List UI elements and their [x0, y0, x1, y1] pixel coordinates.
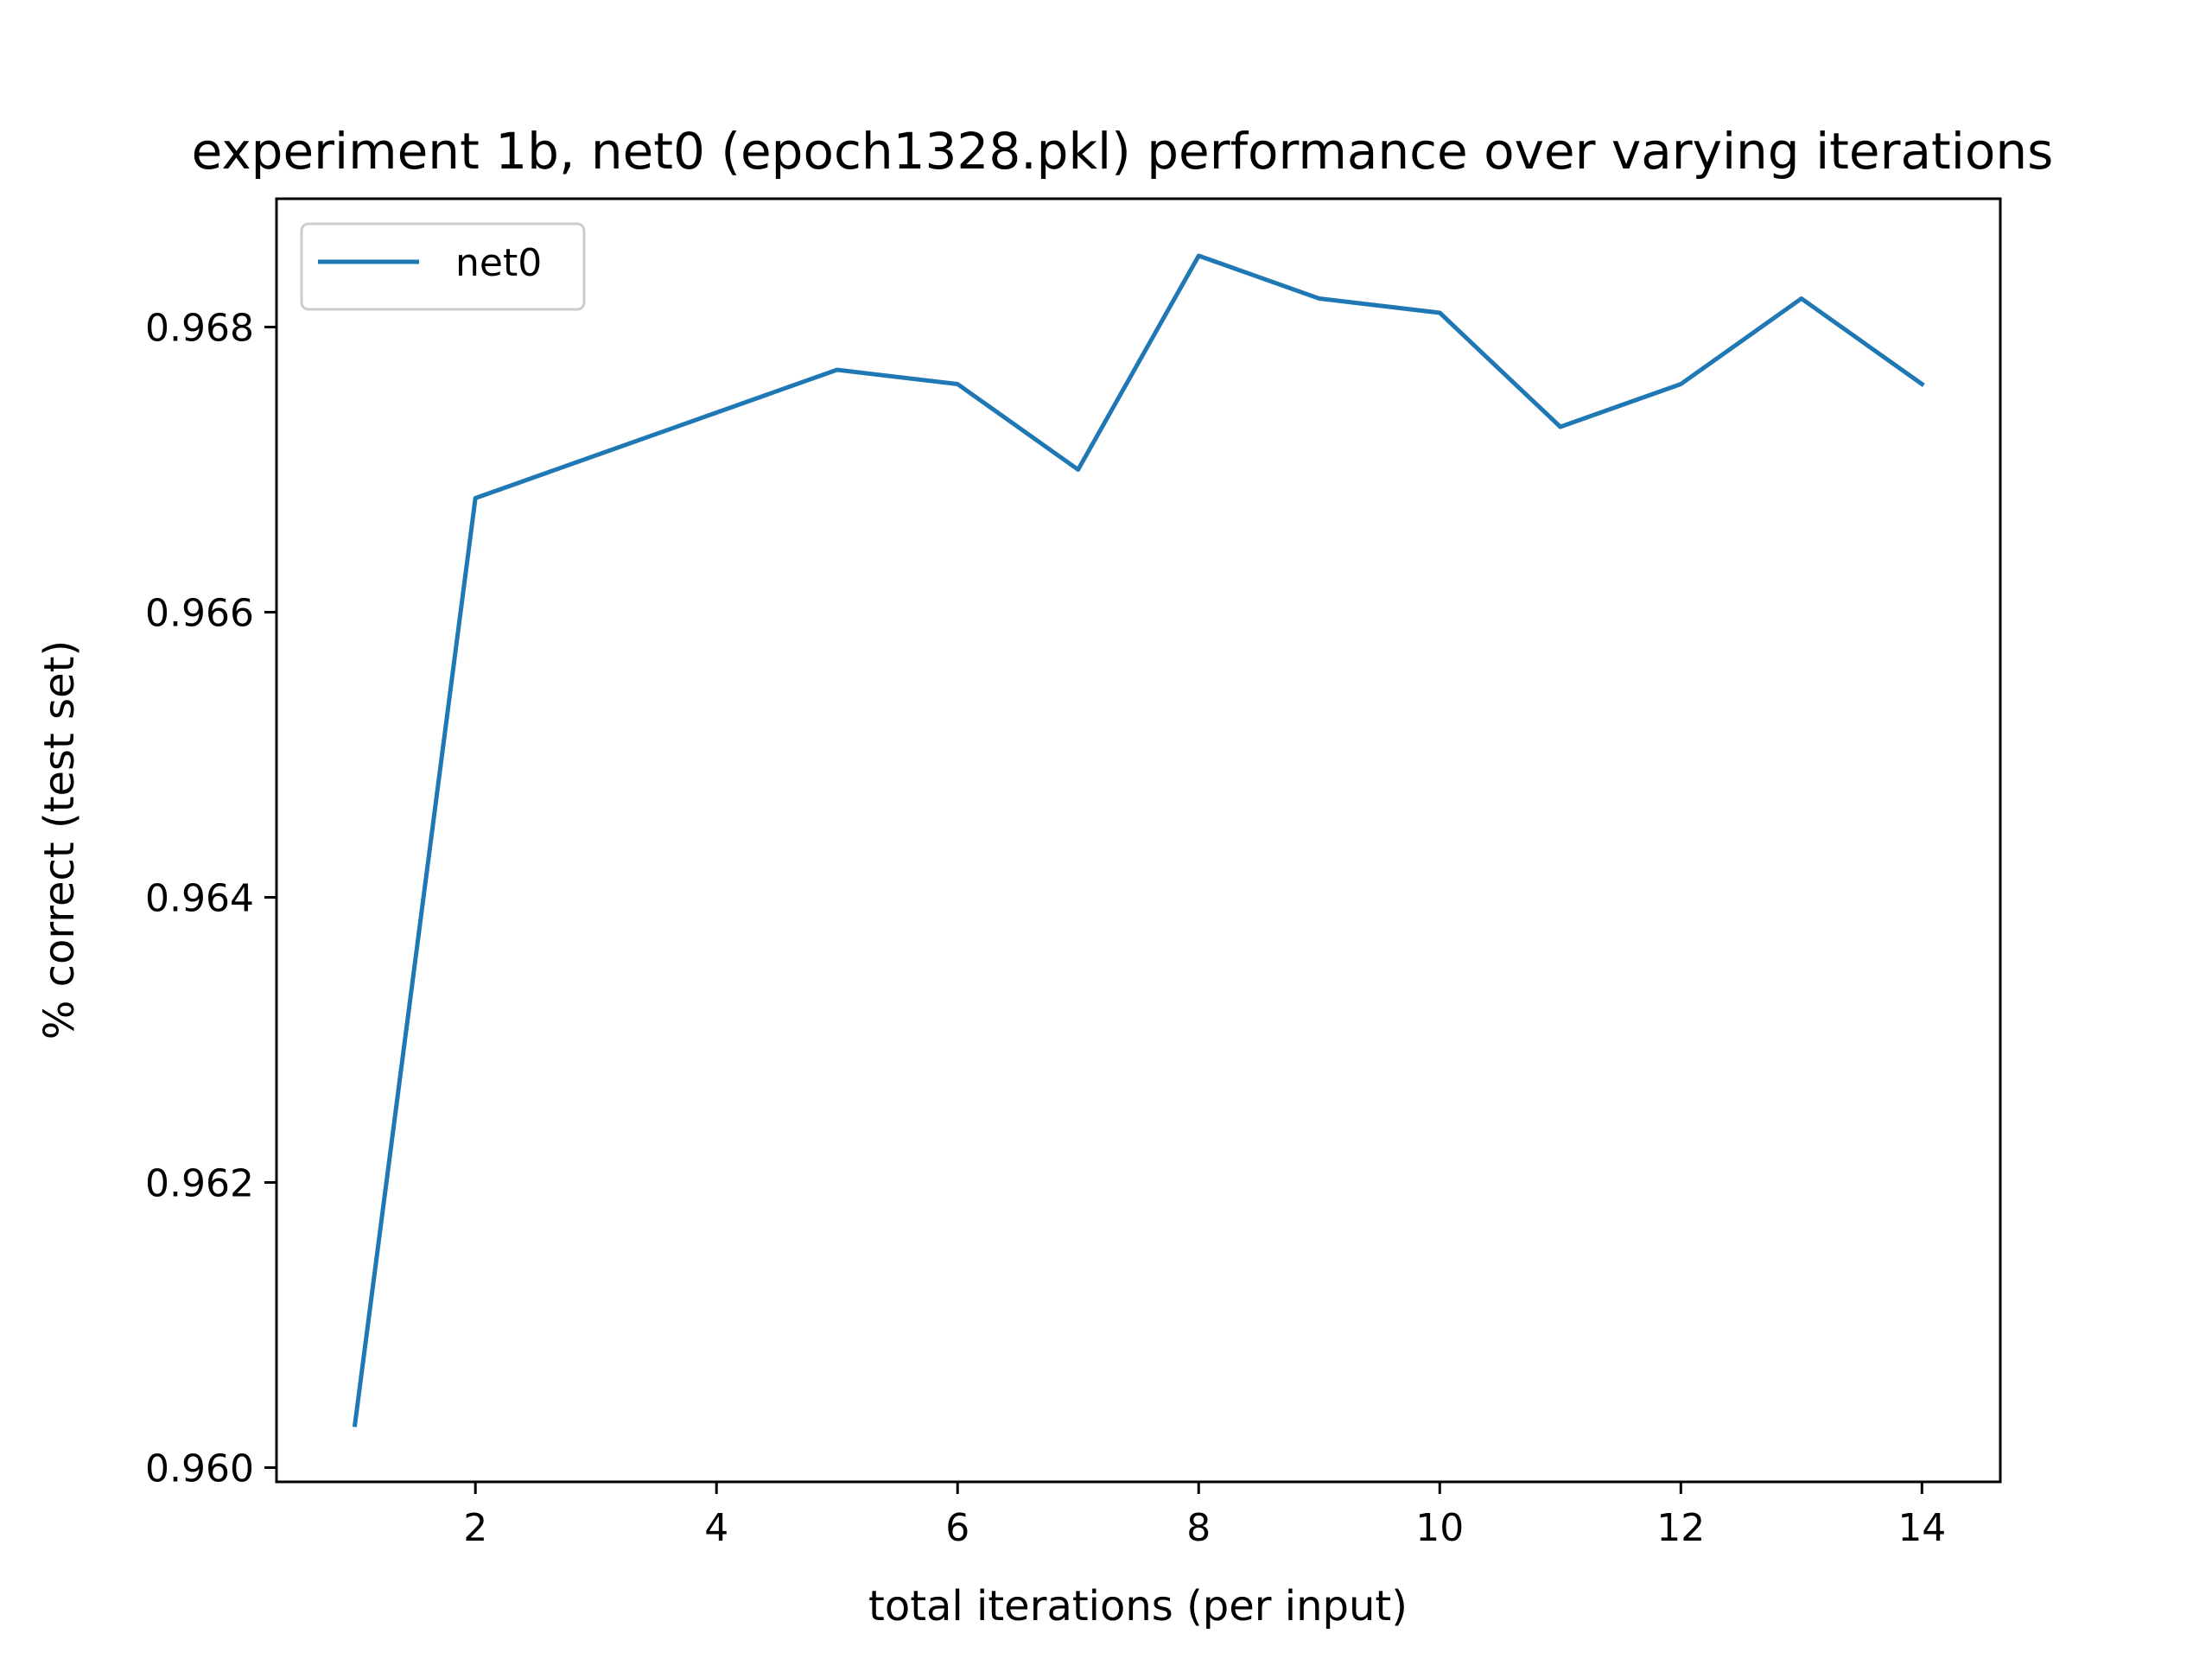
- x-tick-label: 14: [1897, 1506, 1946, 1550]
- x-axis: 2 4 6 8 10 12 14: [463, 1482, 1946, 1550]
- legend-frame: [300, 222, 586, 311]
- y-tick-label: 0.968: [145, 307, 254, 351]
- y-axis: 0.960 0.962 0.964 0.966 0.968: [145, 307, 276, 1491]
- y-tick-label: 0.964: [145, 877, 254, 921]
- y-tick-label: 0.960: [145, 1447, 254, 1491]
- x-tick-label: 4: [704, 1506, 728, 1550]
- y-tick-label: 0.962: [145, 1162, 254, 1206]
- series-line-net0: [352, 253, 1925, 1427]
- y-tick-label: 0.966: [145, 592, 254, 636]
- y-axis-label: % correct (test set): [35, 640, 84, 1039]
- x-axis-label: total iterations (per input): [868, 1582, 1408, 1630]
- x-tick-label: 8: [1186, 1506, 1211, 1550]
- x-tick-label: 12: [1656, 1506, 1705, 1550]
- x-tick-label: 2: [463, 1506, 487, 1550]
- legend: net0: [300, 222, 586, 311]
- legend-label-net0: net0: [455, 241, 542, 285]
- plot-frame: [275, 197, 2002, 1484]
- series-layer: [352, 253, 1925, 1427]
- x-tick-label: 6: [945, 1506, 969, 1550]
- chart-title: experiment 1b, net0 (epoch1328.pkl) perf…: [192, 122, 2054, 181]
- x-tick-label: 10: [1415, 1506, 1464, 1550]
